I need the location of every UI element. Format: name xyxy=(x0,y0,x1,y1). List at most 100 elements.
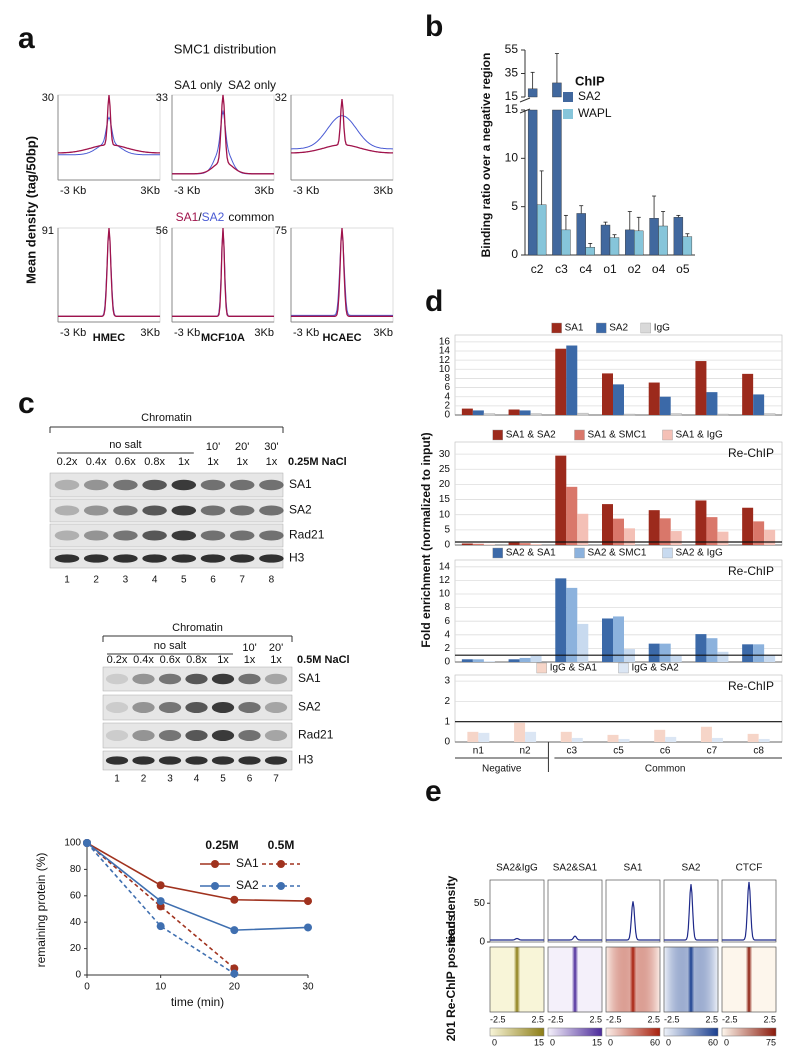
y-tick-label: 14 xyxy=(439,346,451,357)
blot-band xyxy=(200,505,226,516)
lane-number: 5 xyxy=(220,774,226,785)
blot-band xyxy=(229,530,255,541)
legend-swatch xyxy=(536,662,547,674)
column-label: SA2&SA1 xyxy=(553,863,598,874)
y-tick-label: 4 xyxy=(444,391,450,402)
x-tick-label: 20 xyxy=(229,982,241,993)
profile-curve xyxy=(606,901,660,941)
legend-marker xyxy=(211,860,219,868)
bar xyxy=(525,731,537,742)
lane-label: 0.8x xyxy=(144,456,165,468)
y-tick-label: 0 xyxy=(444,410,450,421)
colorbar-label: 0 xyxy=(724,1037,729,1047)
profile-curve xyxy=(172,227,274,317)
plot-frame xyxy=(290,94,394,181)
lane-number: 7 xyxy=(239,575,245,586)
y-tick-label: 100 xyxy=(64,838,81,849)
bar xyxy=(530,413,542,416)
y-tick-label: 0 xyxy=(444,657,450,668)
plot-frame xyxy=(171,227,275,323)
line-point xyxy=(230,969,239,978)
line-point xyxy=(156,897,165,906)
x-tick-label: -3 Kb xyxy=(60,327,86,339)
profile-frame xyxy=(547,879,603,943)
lane-label: 0.4x xyxy=(133,654,154,666)
blot-band xyxy=(238,756,261,765)
profile-curve xyxy=(58,230,160,317)
legend-text: SA1 & SA2 xyxy=(506,430,556,441)
bar xyxy=(665,736,677,742)
axis-break xyxy=(519,108,531,114)
colorbar xyxy=(605,1027,661,1037)
blot-band xyxy=(132,673,155,685)
x-tick-label: 3Kb xyxy=(254,327,274,339)
y-tick-label: 14 xyxy=(439,561,451,572)
y-tick-label: 3 xyxy=(444,676,450,687)
legend-title: ChIP xyxy=(575,73,605,88)
x-tick-label: c3 xyxy=(555,262,568,276)
legend-swatch xyxy=(563,109,573,119)
y-tick-label: 0 xyxy=(511,247,518,261)
blot-band xyxy=(132,730,155,741)
lane-label: 0.6x xyxy=(115,456,136,468)
lane-number: 8 xyxy=(269,575,275,586)
salt-label: 0.5M NaCl xyxy=(297,654,350,666)
profile-curve xyxy=(172,109,274,175)
lane-label: 1x xyxy=(244,654,256,666)
bar xyxy=(624,528,635,545)
blot-band xyxy=(259,554,284,563)
x-tick-label: o2 xyxy=(628,262,642,276)
blot-band xyxy=(259,505,284,516)
y-axis-label: remaining protein (%) xyxy=(34,853,48,968)
y-tick-label: 55 xyxy=(505,42,519,56)
blot-band xyxy=(264,730,288,741)
bar xyxy=(609,237,620,256)
blot-band xyxy=(264,702,288,713)
bar xyxy=(527,109,538,256)
blot-band xyxy=(158,702,182,713)
legend-marker xyxy=(211,882,219,890)
profile-frame xyxy=(489,879,545,943)
bar xyxy=(654,729,666,742)
y-axis-label: 201 Re-ChIP positions xyxy=(444,914,458,1041)
bar xyxy=(571,737,583,742)
y-axis-label: read density xyxy=(444,875,458,946)
protein-label: SA1 xyxy=(298,671,321,685)
y-tick-label: 0 xyxy=(444,540,450,551)
profile-curve xyxy=(291,99,393,154)
x-tick-label: -2.5 xyxy=(606,1014,622,1024)
profile-curve xyxy=(291,232,393,316)
blot-band xyxy=(200,479,226,491)
blot-band xyxy=(238,673,261,685)
blot-band xyxy=(229,554,255,563)
y-tick-label: 0 xyxy=(75,970,81,981)
y-tick-label: 15 xyxy=(505,89,519,103)
lane-label: 30' xyxy=(264,441,278,453)
blot-band xyxy=(211,730,235,741)
axis-break xyxy=(519,97,531,103)
blot-band xyxy=(105,702,129,713)
y-tick-label: 4 xyxy=(444,629,450,640)
panel-title: SMC1 distribution xyxy=(174,41,277,56)
y-max-label: 30 xyxy=(42,92,54,104)
colorbar-label: 0 xyxy=(666,1037,671,1047)
panel-label: e xyxy=(425,775,442,808)
x-tick-label: 10 xyxy=(155,982,167,993)
bar xyxy=(695,500,707,545)
x-tick-label: 2.5 xyxy=(647,1014,660,1024)
legend-swatch xyxy=(551,322,562,334)
line-point xyxy=(83,839,91,847)
profile-curve xyxy=(291,227,393,317)
y-tick-label: 8 xyxy=(444,602,450,613)
lane-number: 7 xyxy=(273,774,279,785)
bar xyxy=(706,517,718,545)
lane-number: 1 xyxy=(64,575,70,586)
x-tick-label: 3Kb xyxy=(254,185,274,197)
x-tick-label: -3 Kb xyxy=(174,327,200,339)
blot-header: Chromatin xyxy=(141,412,192,424)
bar xyxy=(613,518,624,545)
bar xyxy=(552,109,562,256)
bar xyxy=(648,510,660,545)
protein-label: SA2 xyxy=(298,700,321,714)
blot-band xyxy=(229,479,255,491)
